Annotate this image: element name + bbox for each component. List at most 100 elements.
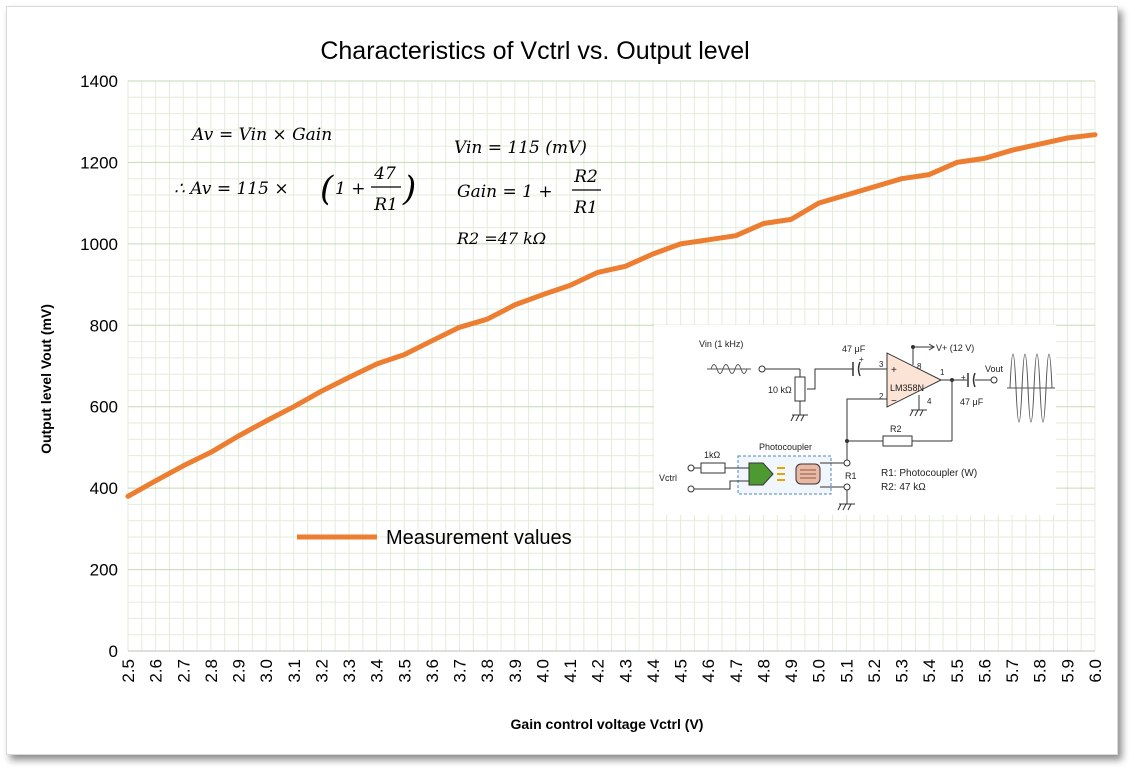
- opamp-triangle: [886, 352, 943, 408]
- y-tick-label: 1400: [80, 72, 118, 91]
- pin-3-label: 3: [879, 360, 884, 369]
- x-tick-label: 3.2: [312, 659, 331, 683]
- cap-out-plus: +: [961, 373, 966, 382]
- y-tick-label: 0: [109, 642, 118, 661]
- vin-terminal: [758, 365, 766, 373]
- circuit-supply-label: V+ (12 V): [936, 343, 974, 353]
- formula-gain-num: R2: [573, 167, 598, 187]
- circuit-cap-out-label: 47 μF: [960, 397, 984, 407]
- circuit-vin-label: Vin (1 kHz): [699, 339, 743, 349]
- x-tick-label: 4.0: [533, 659, 552, 683]
- circuit-note-2: R2: 47 kΩ: [881, 482, 926, 493]
- circuit-opamp-label: LM358N: [890, 383, 924, 393]
- x-tick-label: 4.6: [699, 659, 718, 683]
- x-tick-label: 6.0: [1086, 659, 1105, 683]
- formula-vin: Vin = 115 (mV): [454, 138, 587, 158]
- y-tick-labels: 0 200 400 600 800 1000 1200 1400: [80, 72, 118, 661]
- circuit-res-1k-label: 1kΩ: [704, 450, 721, 460]
- x-tick-label: 3.7: [451, 659, 470, 683]
- x-tick-label: 2.9: [230, 659, 249, 683]
- x-tick-label: 5.1: [837, 659, 856, 683]
- y-tick-label: 1200: [80, 153, 118, 172]
- x-tick-label: 3.3: [340, 659, 359, 683]
- y-tick-label: 1000: [80, 235, 118, 254]
- cds-pattern: [800, 469, 816, 479]
- x-axis-label: Gain control voltage Vctrl (V): [511, 716, 704, 732]
- supply-arrow-icon: [928, 343, 935, 351]
- circuit-diagram: Vin (1 kHz) 10 kΩ 47 μF + + − LM358N 3 2…: [654, 325, 1056, 515]
- formula-left-paren: (: [320, 169, 334, 209]
- cap-out-plate-2: [972, 372, 976, 388]
- x-tick-label: 5.8: [1031, 659, 1050, 683]
- formula-one-plus: 1 +: [335, 179, 365, 199]
- cap-in-plus: +: [859, 355, 864, 364]
- r2-resistor: [882, 435, 913, 447]
- circuit-background: [654, 325, 1056, 515]
- circuit-vout-label: Vout: [985, 364, 1004, 374]
- circuit-note-1: R1: Photocoupler (W): [881, 468, 977, 479]
- r1-ground-icon: [837, 503, 855, 511]
- pin-1-label: 1: [940, 368, 945, 377]
- inv-input-wire: [846, 398, 887, 441]
- output-sine-wave: [1009, 353, 1053, 423]
- x-tick-label: 4.5: [672, 659, 691, 683]
- circuit-photocoupler-label: Photocoupler: [759, 442, 812, 452]
- y-tick-label: 600: [90, 398, 118, 417]
- x-tick-label: 5.5: [948, 659, 967, 683]
- x-tick-label: 5.9: [1058, 659, 1077, 683]
- circuit-pot-label: 10 kΩ: [768, 385, 792, 395]
- series-line: [125, 132, 1098, 499]
- x-tick-label: 3.5: [395, 659, 414, 683]
- r1-terminal-bottom: [843, 483, 851, 491]
- x-tick-labels: 2.5 2.6 2.7 2.8 2.9 3.0 3.1 3.2 3.3 3.4 3.5 3.6 3.7 3…: [119, 659, 1105, 683]
- pin-2-label: 2: [879, 392, 884, 401]
- x-tick-label: 4.7: [727, 659, 746, 683]
- circuit-cap-in-label: 47 μF: [842, 344, 866, 354]
- y-tick-label: 400: [90, 479, 118, 498]
- x-tick-label: 4.4: [644, 659, 663, 683]
- x-tick-label: 5.6: [975, 659, 994, 683]
- r1-terminal-top: [843, 459, 851, 467]
- x-tick-label: 3.0: [257, 659, 276, 683]
- vctrl-terminal-top: [687, 464, 695, 472]
- series-layer: [125, 132, 1098, 499]
- x-tick-label: 2.5: [119, 659, 138, 683]
- chart-title: Characteristics of Vctrl vs. Output leve…: [320, 37, 749, 65]
- formula-r2: R2 =47 kΩ: [456, 229, 546, 248]
- circuit-r1-label: R1: [845, 471, 857, 481]
- x-tick-label: 4.2: [589, 659, 608, 683]
- x-tick-label: 5.4: [920, 659, 939, 683]
- supply-dot: [911, 345, 915, 349]
- formula-av-rhs: = Vin × Gain: [219, 125, 332, 145]
- formula-av-prefix: ∴ Av = 115 ×: [174, 179, 289, 199]
- x-tick-label: 3.6: [423, 659, 442, 683]
- x-tick-label: 4.3: [616, 659, 635, 683]
- x-tick-label: 4.1: [561, 659, 580, 683]
- x-tick-label: 4.9: [782, 659, 801, 683]
- opamp-minus: −: [891, 396, 897, 407]
- vctrl-terminal-bottom: [687, 485, 695, 493]
- y-tick-label: 800: [90, 316, 118, 335]
- y-tick-label: 200: [90, 561, 118, 580]
- formula-right-paren: ): [402, 169, 416, 209]
- formula-frac-num: 47: [373, 164, 396, 184]
- x-tick-label: 5.2: [865, 659, 884, 683]
- x-tick-label: 5.7: [1003, 659, 1022, 683]
- formula-frac-den: R1: [373, 195, 398, 215]
- pot-resistor: [794, 376, 806, 402]
- x-tick-label: 2.8: [202, 659, 221, 683]
- chart-frame: 0 200 400 600 800 1000 1200 1400 2.5 2.6 2.7 2.8 2.…: [6, 6, 1118, 755]
- vctrl-return-wire: [694, 480, 749, 490]
- pin-8-label: 8: [917, 362, 922, 371]
- pot-wiper: [807, 368, 853, 390]
- x-tick-label: 4.8: [754, 659, 773, 683]
- x-tick-label: 2.7: [174, 659, 193, 683]
- res-1k: [700, 462, 726, 474]
- cap-in-plate-2: [857, 361, 861, 377]
- pot-ground-icon: [790, 414, 808, 422]
- formula-block: Av = Vin × Gain ∴ Av = 115 × ( 1 + 47 R1…: [174, 125, 601, 248]
- legend: Measurement values: [297, 527, 572, 549]
- x-tick-label: 3.8: [478, 659, 497, 683]
- x-tick-label: 3.4: [368, 659, 387, 683]
